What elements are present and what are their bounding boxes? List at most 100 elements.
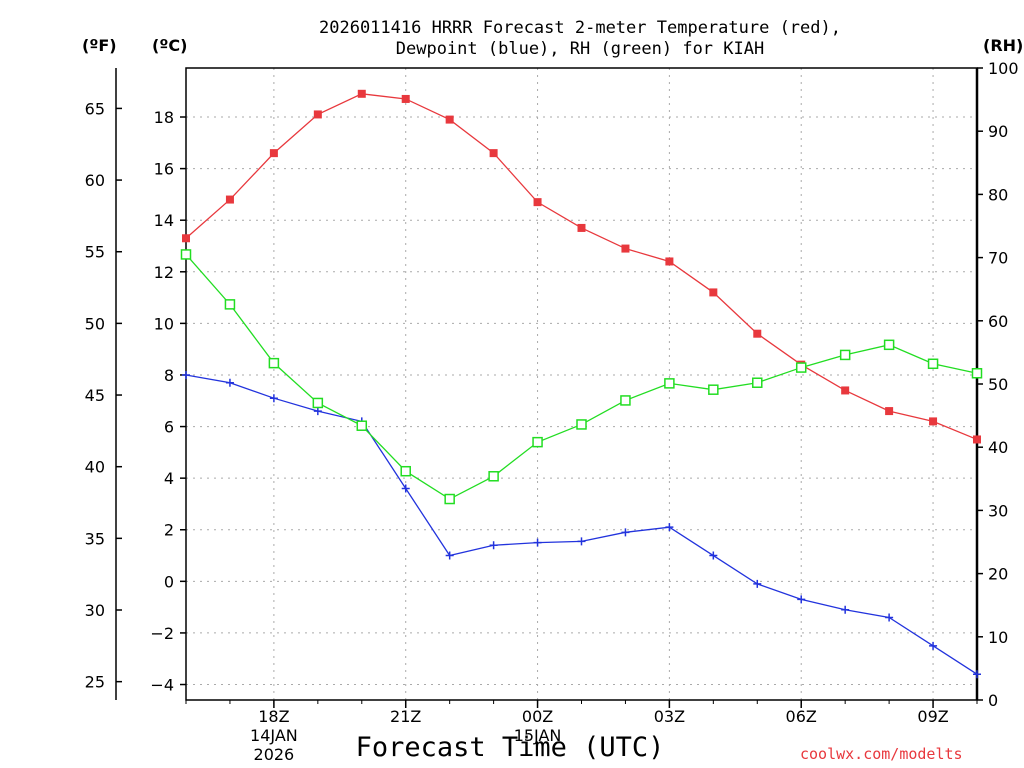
rh-tick-label: 60 — [988, 312, 1008, 331]
temperature-point — [841, 386, 850, 395]
relative-humidity-point — [312, 397, 324, 409]
rh-tick-label: 20 — [988, 565, 1008, 584]
data-series — [180, 89, 983, 679]
rh-tick-label: 70 — [988, 249, 1008, 268]
fahrenheit-tick-label: 25 — [85, 673, 105, 692]
fahrenheit-tick-label: 40 — [85, 458, 105, 477]
x-tick-date-label: 14JAN — [250, 726, 298, 745]
dewpoint-point — [489, 541, 498, 550]
dewpoint-point — [313, 407, 322, 416]
dewpoint-point — [709, 551, 718, 560]
dewpoint-point — [445, 551, 454, 560]
relative-humidity-point — [708, 384, 719, 395]
relative-humidity-point — [927, 358, 939, 370]
relative-humidity-point — [620, 395, 631, 406]
relative-humidity-point — [971, 368, 983, 379]
rh-axis-unit: (RH) — [983, 36, 1024, 55]
relative-humidity-point — [664, 378, 675, 389]
x-tick-label: 03Z — [654, 707, 685, 726]
dewpoint-point — [841, 605, 850, 614]
fahrenheit-tick-label: 65 — [85, 99, 105, 118]
dewpoint-point — [929, 641, 938, 650]
x-tick-label: 06Z — [786, 707, 817, 726]
celsius-tick-label: 10 — [154, 314, 174, 333]
x-tick-label: 09Z — [917, 707, 948, 726]
celsius-tick-label: 12 — [154, 263, 174, 282]
temperature-point — [401, 94, 410, 103]
relative-humidity-point — [356, 420, 368, 431]
fahrenheit-tick-label: 55 — [85, 243, 105, 262]
celsius-tick-label: 18 — [154, 108, 174, 127]
relative-humidity-line — [185, 254, 978, 500]
temperature-point — [885, 407, 894, 416]
dewpoint-point — [182, 370, 190, 379]
temperature-point — [709, 288, 718, 297]
celsius-tick-label: 14 — [154, 211, 174, 230]
relative-humidity-point — [268, 357, 280, 369]
x-tick-label: 21Z — [390, 707, 421, 726]
relative-humidity-point — [883, 339, 895, 351]
relative-humidity-point — [752, 377, 763, 388]
x-tick-label: 00Z — [522, 707, 553, 726]
rh-tick-label: 0 — [988, 691, 998, 710]
fahrenheit-tick-label: 60 — [85, 171, 105, 190]
dewpoint-point — [621, 528, 630, 537]
x-tick-year-label: 2026 — [254, 745, 295, 764]
grid-lines — [186, 68, 977, 700]
rh-tick-label: 10 — [988, 628, 1008, 647]
celsius-tick-label: 8 — [164, 366, 174, 385]
temperature-line — [185, 93, 978, 441]
relative-humidity-point — [488, 471, 499, 482]
rh-tick-label: 80 — [988, 185, 1008, 204]
temperature-point — [533, 198, 542, 207]
fahrenheit-tick-label: 35 — [85, 529, 105, 548]
temperature-point — [357, 89, 366, 98]
celsius-tick-label: −4 — [150, 676, 174, 695]
relative-humidity-point — [400, 465, 411, 477]
rh-tick-label: 90 — [988, 122, 1008, 141]
relative-humidity-point — [839, 349, 851, 361]
chart-title-line-2: Dewpoint (blue), RH (green) for KIAH — [395, 39, 765, 59]
temperature-point — [621, 244, 630, 253]
dewpoint-point — [753, 579, 762, 588]
dewpoint-point — [225, 378, 234, 387]
relative-humidity-point — [795, 362, 807, 373]
temperature-point — [313, 110, 322, 119]
relative-humidity-point — [180, 249, 192, 260]
relative-humidity-point — [532, 436, 543, 448]
plot-frame — [185, 67, 978, 701]
rh-tick-label: 50 — [988, 375, 1008, 394]
celsius-tick-label: 6 — [164, 418, 174, 437]
dewpoint-point — [665, 523, 674, 532]
celsius-tick-label: 2 — [164, 521, 174, 540]
celsius-tick-label: −2 — [150, 624, 174, 643]
rh-tick-label: 40 — [988, 438, 1008, 457]
rh-tick-label: 30 — [988, 501, 1008, 520]
celsius-axis-unit: (ºC) — [152, 36, 188, 55]
temperature-point — [577, 223, 586, 232]
dewpoint-point — [577, 537, 586, 546]
relative-humidity-point — [576, 419, 587, 430]
x-axis-label: Forecast Time (UTC) — [355, 732, 665, 763]
fahrenheit-tick-label: 45 — [85, 386, 105, 405]
celsius-tick-label: 16 — [154, 160, 174, 179]
celsius-tick-label: 0 — [164, 572, 174, 591]
source-credit[interactable]: coolwx.com/modelts — [800, 745, 963, 763]
x-tick-date-label: 15JAN — [514, 726, 562, 745]
dewpoint-point — [885, 613, 894, 622]
temperature-point — [225, 195, 234, 204]
dewpoint-point — [797, 595, 806, 604]
temperature-point — [489, 149, 498, 158]
fahrenheit-tick-label: 30 — [85, 601, 105, 620]
celsius-tick-label: 4 — [164, 469, 174, 488]
temperature-point — [182, 234, 190, 243]
fahrenheit-axis-unit: (ºF) — [82, 36, 117, 55]
temperature-point — [445, 115, 454, 124]
relative-humidity-point — [224, 299, 236, 310]
dewpoint-point — [269, 394, 278, 403]
axes: −4 −2 0 2 4 6 8 10 12 14 16 18 25 30 35 40 45 50 55 60 65 0 10… — [85, 59, 1019, 764]
relative-humidity-point — [444, 493, 455, 505]
temperature-point — [665, 257, 674, 266]
fahrenheit-tick-label: 50 — [85, 314, 105, 333]
